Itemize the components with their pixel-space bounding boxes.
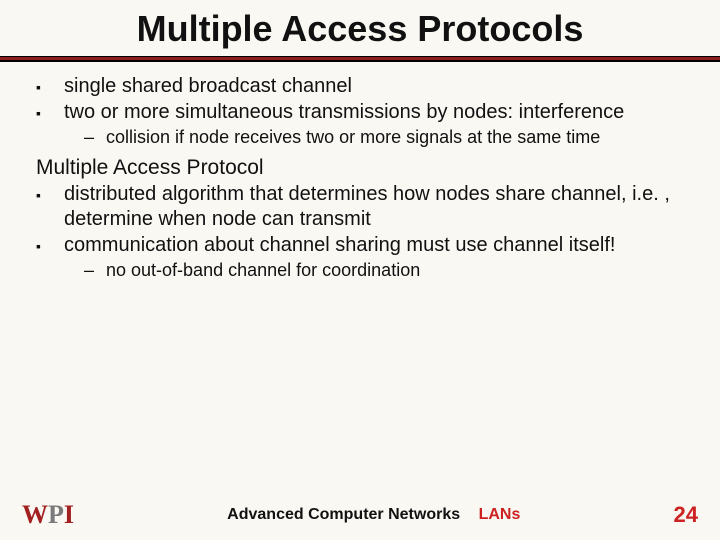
bullet-text: distributed algorithm that determines ho… [64,182,684,231]
page-number: 24 [674,502,698,528]
footer-center: Advanced Computer Networks LANs [74,506,674,524]
sub-bullet-item: – collision if node receives two or more… [84,127,684,149]
bullet-marker: ▪ [36,100,64,124]
section-heading: Multiple Access Protocol [36,155,684,181]
bullet-text: two or more simultaneous transmissions b… [64,100,684,124]
bullet-text: single shared broadcast channel [64,74,684,98]
bullet-item: ▪ two or more simultaneous transmissions… [36,100,684,124]
sub-bullet-text: collision if node receives two or more s… [106,127,684,149]
bullet-text: communication about channel sharing must… [64,233,684,257]
sub-bullet-text: no out-of-band channel for coordination [106,260,684,282]
title-block: Multiple Access Protocols [0,0,720,62]
slide-title: Multiple Access Protocols [0,8,720,56]
wpi-logo: W P I [22,500,74,530]
slide-body: ▪ single shared broadcast channel ▪ two … [0,62,720,281]
sub-bullet-marker: – [84,127,106,149]
bullet-item: ▪ distributed algorithm that determines … [36,182,684,231]
sub-bullet-item: – no out-of-band channel for coordinatio… [84,260,684,282]
bullet-marker: ▪ [36,182,64,231]
logo-letter-i: I [64,500,74,530]
footer-course: Advanced Computer Networks [227,506,460,523]
footer-topic: LANs [479,506,521,523]
logo-letter-p: P [48,500,64,530]
slide-footer: W P I Advanced Computer Networks LANs 24 [0,500,720,530]
bullet-marker: ▪ [36,74,64,98]
bullet-marker: ▪ [36,233,64,257]
bullet-item: ▪ communication about channel sharing mu… [36,233,684,257]
logo-letter-w: W [22,500,48,530]
bullet-item: ▪ single shared broadcast channel [36,74,684,98]
sub-bullet-marker: – [84,260,106,282]
